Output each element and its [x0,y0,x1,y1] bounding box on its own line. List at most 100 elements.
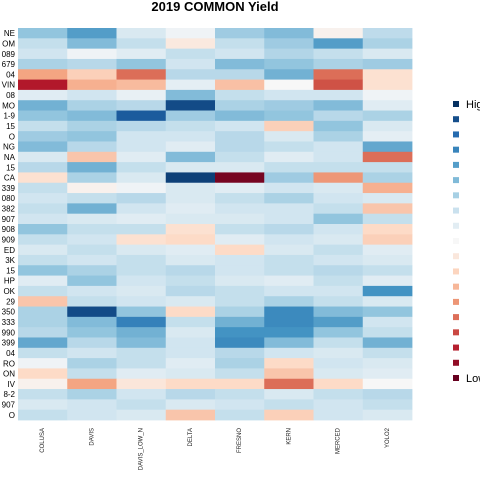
heatmap-cell [18,28,68,39]
row-label: NG [3,143,15,152]
heatmap-cell [116,89,167,101]
heatmap-cell [313,368,364,380]
heatmap-cell [313,347,364,359]
heatmap-cell [264,316,314,328]
heatmap-cell [18,193,68,204]
heatmap-cell [18,234,68,246]
heatmap-cell [116,368,167,380]
heatmap-cell [18,213,68,225]
heatmap-cell [67,378,117,390]
heatmap-cell [116,203,167,215]
column-label: DELTA [188,428,194,446]
heatmap-cell [264,172,314,184]
heatmap-cell [215,141,265,153]
heatmap-cell [362,306,413,318]
heatmap-cell [116,100,167,111]
heatmap-cell [362,378,413,390]
heatmap-cell [116,244,167,256]
heatmap-cell [313,162,364,173]
heatmap-cell [18,306,68,318]
legend-swatch [453,298,459,305]
row-label: 908 [2,225,16,234]
heatmap-cell [165,285,216,297]
heatmap-cell [18,162,68,173]
heatmap-cell [362,224,413,235]
legend-swatch [453,344,459,351]
heatmap-cell [67,38,117,50]
heatmap-cell [215,213,265,225]
heatmap-cell [116,254,167,266]
legend-swatch [453,253,459,260]
heatmap-cell [313,28,364,39]
heatmap-cell [165,100,216,111]
row-label: HP [4,277,15,286]
row-label: MO [2,101,15,110]
heatmap-cell [18,172,68,184]
heatmap-cells [18,28,413,421]
heatmap-cell [18,275,68,287]
heatmap-cell [362,110,413,122]
heatmap-cell [67,193,117,204]
heatmap-cell [18,120,68,132]
heatmap-cell [264,110,314,122]
heatmap-cell [264,327,314,338]
heatmap-cell [116,162,167,173]
heatmap-cell [116,337,167,349]
heatmap-cell [165,48,216,60]
heatmap-cell [313,409,364,421]
legend-swatch [453,375,459,381]
heatmap-cell [362,120,413,132]
heatmap-cell [313,182,364,194]
heatmap-cell [313,141,364,153]
heatmap-cell [165,368,216,380]
heatmap-cell [165,203,216,215]
heatmap-cell [264,224,314,235]
heatmap-cell [215,296,265,307]
row-label: 04 [6,70,15,79]
heatmap-cell [313,389,364,400]
heatmap-cell [264,358,314,369]
heatmap-cell [215,69,265,80]
heatmap-cell [313,244,364,256]
heatmap-cell [165,172,216,184]
heatmap-cell [67,358,117,369]
heatmap-cell [215,79,265,91]
heatmap-cell [313,89,364,101]
heatmap-cell [67,254,117,266]
heatmap-cell [313,193,364,204]
heatmap-cell [116,409,167,421]
heatmap-cell [215,409,265,421]
heatmap-cell [18,265,68,276]
heatmap-cell [362,28,413,39]
heatmap-cell [362,38,413,50]
heatmap-cell [362,296,413,307]
column-label: DAVIS [89,428,95,446]
heatmap-cell [165,89,216,101]
heatmap-cell [215,58,265,70]
legend-swatch [453,268,459,275]
heatmap-cell [264,162,314,173]
row-label: 29 [6,297,15,306]
heatmap-cell [67,172,117,184]
chart-title: 2019 COMMON Yield [151,0,279,14]
heatmap-cell [165,265,216,276]
heatmap-cell [116,172,167,184]
heatmap-cell [18,368,68,380]
heatmap-cell [215,275,265,287]
heatmap-cell [362,89,413,101]
heatmap-cell [313,172,364,184]
column-label: DAVIS_LOW_N [139,428,145,470]
heatmap-cell [18,389,68,400]
row-label: 907 [2,215,16,224]
heatmap-cell [67,89,117,101]
heatmap-cell [67,306,117,318]
row-label: 339 [2,184,16,193]
heatmap-cell [264,368,314,380]
row-label: VIN [2,81,16,90]
heatmap-cell [67,316,117,328]
heatmap-cell [165,182,216,194]
heatmap-cell [264,306,314,318]
heatmap-cell [18,244,68,256]
heatmap-cell [313,100,364,111]
